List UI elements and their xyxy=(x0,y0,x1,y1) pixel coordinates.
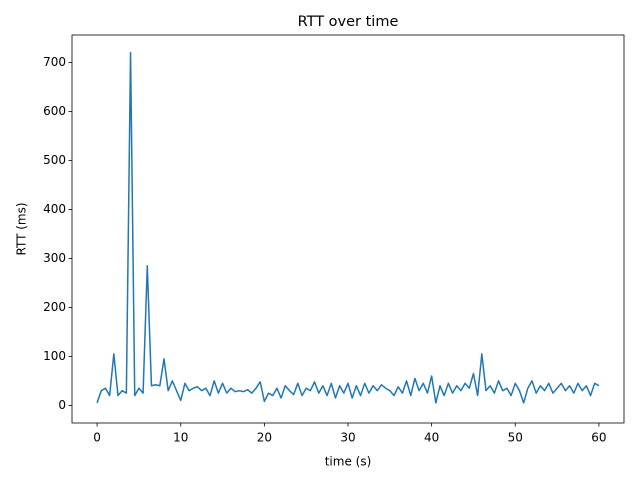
x-tick-label: 0 xyxy=(93,431,101,445)
x-tick-label: 60 xyxy=(591,431,606,445)
x-axis-label: time (s) xyxy=(325,455,372,469)
y-tick-label: 300 xyxy=(43,251,66,265)
chart-title: RTT over time xyxy=(298,14,399,30)
plot-frame xyxy=(71,34,625,424)
x-tick-label: 40 xyxy=(424,431,439,445)
y-tick-label: 700 xyxy=(43,55,66,69)
y-tick-label: 200 xyxy=(43,300,66,314)
y-tick-label: 400 xyxy=(43,202,66,216)
x-tick-label: 10 xyxy=(173,431,188,445)
y-tick-label: 0 xyxy=(58,398,66,412)
y-tick-label: 600 xyxy=(43,104,66,118)
y-axis-label: RTT (ms) xyxy=(15,202,29,255)
y-tick-label: 500 xyxy=(43,153,66,167)
y-tick-label: 100 xyxy=(43,349,66,363)
data-line xyxy=(96,51,600,404)
x-tick-label: 50 xyxy=(508,431,523,445)
x-tick-label: 30 xyxy=(340,431,355,445)
x-tick-label: 20 xyxy=(257,431,272,445)
